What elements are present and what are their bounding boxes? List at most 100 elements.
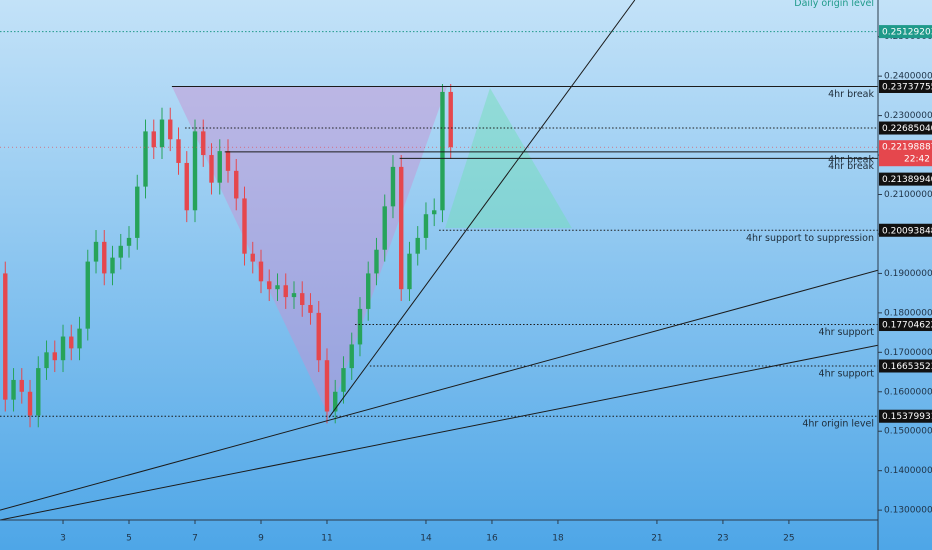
candle-body (275, 285, 280, 290)
candle-body (77, 328, 82, 349)
level-note: 4hr support (819, 327, 875, 338)
trendline (0, 344, 878, 520)
candle-body (390, 166, 396, 207)
candle-body (440, 91, 445, 211)
candle-body (176, 139, 181, 163)
level-note: 4hr break (828, 154, 874, 165)
candle-body (192, 131, 198, 211)
x-tick-label: 21 (651, 534, 662, 544)
candle-body (151, 131, 156, 148)
candle-body (126, 237, 132, 246)
candle-body (143, 131, 148, 187)
candle-body (267, 281, 272, 290)
x-tick-label: 7 (192, 534, 198, 544)
candle-body (27, 391, 33, 416)
candle-body (225, 151, 231, 171)
price-tag-label: 0.25129203 (882, 28, 932, 38)
candle-body (349, 344, 354, 369)
candle-body (308, 304, 313, 313)
candle-body (432, 210, 437, 215)
x-tick-label: 3 (60, 534, 66, 544)
price-tag (879, 25, 932, 39)
candle-body (333, 391, 338, 412)
candle-body (448, 91, 453, 148)
candle-body (291, 293, 297, 298)
level-note: 4hr origin level (802, 419, 874, 430)
candle-body (242, 198, 247, 254)
price-tag-label: 0.22685040 (882, 124, 932, 134)
price-tag (879, 121, 932, 135)
price-tag-label: 0.20093848 (882, 226, 932, 236)
candle-body (217, 151, 222, 183)
candle-body (168, 119, 173, 140)
level-note: 4hr support (819, 368, 875, 379)
candle-body (44, 352, 49, 369)
price-tag (879, 409, 932, 423)
x-tick-label: 14 (420, 534, 432, 544)
candle-body (283, 285, 288, 298)
candle-body (415, 237, 420, 254)
price-tag-label: 0.16653523 (882, 362, 932, 372)
candle-body (209, 155, 214, 183)
candle-body (118, 245, 123, 258)
price-tag (879, 172, 932, 186)
candle-body (258, 261, 264, 282)
price-tag-label: 0.15379931 (882, 412, 932, 422)
candle-body (3, 273, 8, 400)
price-tag (879, 359, 932, 373)
current-price-label: 0.22198887 (882, 143, 932, 153)
candle-body (316, 312, 321, 361)
candle-body (60, 336, 66, 361)
level-note: Daily origin level (794, 0, 874, 9)
candle-body (399, 166, 404, 290)
candle-body (135, 186, 140, 238)
candle-body (374, 249, 379, 274)
candle-body (184, 162, 189, 211)
level-note: 4hr break (828, 89, 874, 100)
countdown: 22:42 (904, 155, 930, 165)
candle-body (52, 352, 57, 361)
candle-body (201, 131, 206, 156)
price-tag-label: 0.21389940 (882, 175, 932, 185)
candle-body (110, 257, 115, 274)
x-tick-label: 5 (126, 534, 132, 544)
candle-body (324, 360, 330, 412)
x-tick-label: 23 (717, 534, 728, 544)
candle-body (85, 261, 90, 329)
candle-body (234, 170, 239, 199)
candle-body (19, 379, 24, 392)
candle-body (341, 368, 346, 392)
candle-body (300, 293, 305, 305)
x-tick-label: 18 (552, 534, 564, 544)
candle-body (102, 241, 107, 274)
x-tick-label: 16 (486, 534, 498, 544)
price-tag-label: 0.23737755 (882, 82, 932, 92)
price-tag (879, 318, 932, 332)
price-tag (879, 79, 932, 93)
candle-body (357, 308, 363, 345)
level-note: 4hr support to suppression (746, 233, 874, 244)
candle-body (93, 241, 99, 262)
candle-body (69, 336, 74, 349)
y-tick-label: 0.24000000 (884, 72, 932, 82)
candle-body (407, 253, 412, 290)
level-note: 4hr break (828, 161, 874, 172)
trendline (328, 0, 636, 418)
x-tick-label: 11 (321, 534, 332, 544)
price-tag (879, 223, 932, 237)
current-price-tag (879, 140, 932, 167)
x-tick-label: 25 (783, 534, 794, 544)
candle-body (382, 206, 387, 250)
x-tick-label: 9 (258, 534, 264, 544)
